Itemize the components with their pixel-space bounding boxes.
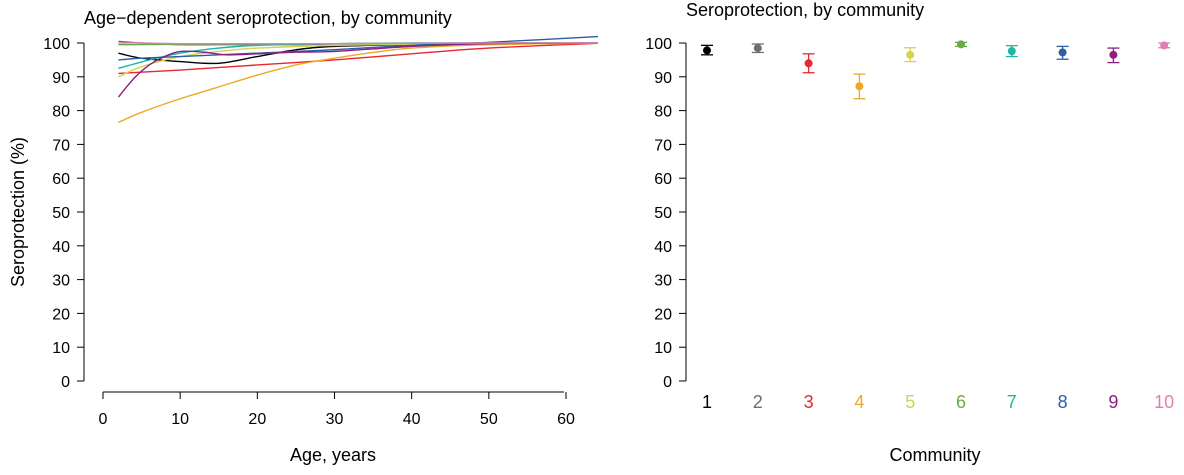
point-marker-5: [906, 50, 915, 59]
right-points: [701, 40, 1171, 100]
left-x-tick-label: 50: [480, 411, 498, 428]
community-point-6: [955, 40, 967, 49]
left-y-axis-label: Seroprotection (%): [8, 137, 28, 287]
left-series-lines: [117, 35, 598, 124]
point-marker-7: [1007, 47, 1016, 56]
community-point-10: [1158, 41, 1171, 50]
point-marker-3: [804, 59, 813, 68]
right-x-category-labels: 1 2 3 4 5 6 7 8 9 10: [702, 392, 1174, 412]
community-label-9: 9: [1108, 392, 1118, 412]
left-y-tick-label: 40: [52, 239, 70, 256]
right-y-tick-label: 50: [654, 205, 672, 222]
right-y-tick-label: 20: [654, 306, 672, 323]
right-y-tick-label: 90: [654, 70, 672, 87]
left-x-tick-label: 0: [99, 411, 108, 428]
right-chart: Seroprotection, by community 01020304050…: [645, 0, 1174, 465]
community-point-5: [904, 47, 917, 63]
left-x-axis-label: Age, years: [290, 445, 376, 465]
right-y-tick-label: 70: [654, 137, 672, 154]
left-x-tick-label: 20: [248, 411, 266, 428]
left-x-tick-label: 10: [171, 411, 189, 428]
left-y-tick-label: 70: [52, 137, 70, 154]
community-point-4: [853, 73, 866, 100]
left-series-line-8: [118, 35, 598, 61]
right-y-tick-label: 40: [654, 239, 672, 256]
right-y-tick-label: 100: [645, 36, 672, 53]
point-marker-2: [753, 44, 762, 53]
left-y-tick-label: 90: [52, 70, 70, 87]
left-series-line-3: [118, 42, 598, 75]
community-label-3: 3: [804, 392, 814, 412]
right-y-tick-label: 60: [654, 171, 672, 188]
community-label-7: 7: [1007, 392, 1017, 412]
right-y-tick-label: 0: [663, 374, 672, 391]
left-y-tick-label: 50: [52, 205, 70, 222]
community-point-9: [1107, 47, 1120, 64]
point-marker-8: [1058, 48, 1067, 57]
left-x-ticks: 0 10 20 30 40 50 60: [99, 392, 575, 428]
community-point-7: [1005, 45, 1018, 58]
point-marker-4: [855, 82, 864, 91]
point-marker-9: [1109, 50, 1118, 59]
community-label-2: 2: [753, 392, 763, 412]
left-y-tick-label: 100: [43, 36, 70, 53]
point-marker-1: [703, 46, 711, 55]
right-y-tick-label: 10: [654, 340, 672, 357]
point-marker-6: [957, 40, 965, 49]
left-chart: Age−dependent seroprotection, by communi…: [8, 8, 598, 465]
left-y-tick-label: 0: [61, 374, 70, 391]
community-label-4: 4: [854, 392, 864, 412]
right-chart-title: Seroprotection, by community: [686, 0, 924, 20]
left-series-line-4: [118, 42, 598, 124]
left-x-tick-label: 60: [557, 411, 575, 428]
left-y-tick-label: 10: [52, 340, 70, 357]
left-series-line-10: [118, 42, 598, 45]
community-label-10: 10: [1154, 392, 1174, 412]
community-point-1: [701, 44, 713, 56]
community-label-5: 5: [905, 392, 915, 412]
left-y-tick-label: 60: [52, 171, 70, 188]
left-y-tick-label: 30: [52, 273, 70, 290]
community-label-8: 8: [1058, 392, 1068, 412]
community-label-1: 1: [702, 392, 712, 412]
right-y-tick-label: 30: [654, 273, 672, 290]
community-label-6: 6: [956, 392, 966, 412]
left-y-tick-label: 80: [52, 104, 70, 121]
left-x-tick-label: 40: [403, 411, 421, 428]
left-chart-title: Age−dependent seroprotection, by communi…: [84, 8, 452, 28]
community-point-2: [751, 43, 764, 54]
left-series-line-9: [117, 42, 598, 98]
point-marker-10: [1160, 41, 1169, 50]
left-x-tick-label: 30: [326, 411, 344, 428]
right-y-tick-label: 80: [654, 104, 672, 121]
right-x-axis-label: Community: [889, 445, 980, 465]
right-y-ticks: 0 10 20 30 40 50 60 70 80 90 100: [645, 36, 686, 391]
left-y-tick-label: 20: [52, 306, 70, 323]
left-series-group: [117, 35, 598, 124]
community-point-8: [1056, 45, 1069, 60]
community-point-3: [802, 53, 815, 74]
left-y-ticks: 0 10 20 30 40 50 60 70 80 90 100: [43, 36, 84, 391]
